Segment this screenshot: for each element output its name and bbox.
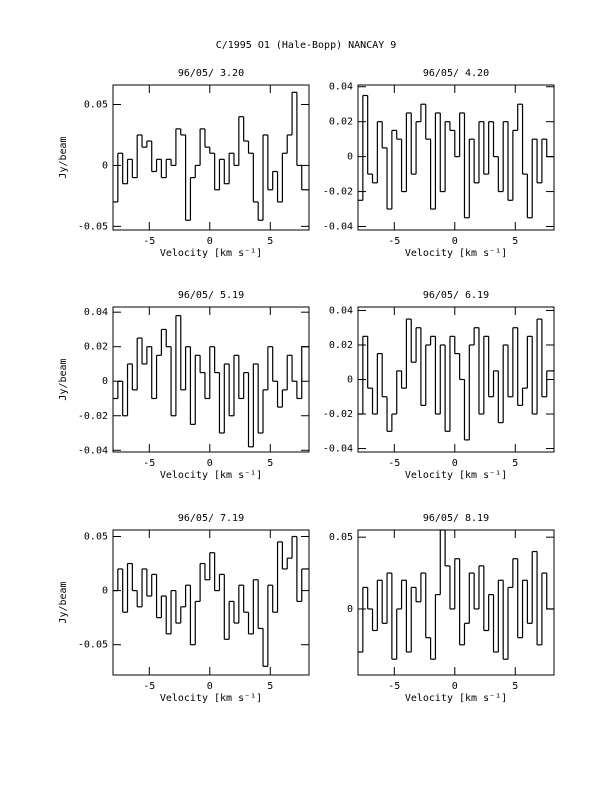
y-tick-label: 0.02 — [329, 340, 353, 351]
x-tick-label: 0 — [207, 236, 213, 247]
x-tick-label: 5 — [267, 681, 273, 692]
y-tick-label: -0.02 — [323, 187, 353, 198]
panel-title: 96/05/ 5.19 — [178, 290, 244, 301]
y-tick-label: 0 — [347, 375, 353, 386]
plot-frame — [357, 529, 555, 676]
y-tick-label: 0.04 — [84, 307, 108, 318]
x-tick-label: 0 — [452, 236, 458, 247]
y-tick-label: -0.04 — [78, 445, 108, 456]
y-tick-label: -0.04 — [323, 444, 353, 455]
y-tick-label: 0 — [102, 586, 108, 597]
y-tick-label: 0.05 — [84, 99, 108, 110]
x-axis-label: Velocity [km s⁻¹] — [405, 470, 507, 481]
x-tick-label: 5 — [267, 458, 273, 469]
y-axis-label: Jy/beam — [58, 136, 69, 178]
plot-frame — [112, 529, 310, 676]
x-tick-label: -5 — [143, 236, 155, 247]
x-tick-label: 0 — [207, 458, 213, 469]
x-tick-label: -5 — [388, 458, 400, 469]
x-axis-label: Velocity [km s⁻¹] — [160, 248, 262, 259]
x-tick-label: -5 — [143, 458, 155, 469]
x-tick-label: 5 — [267, 236, 273, 247]
y-tick-label: 0 — [347, 152, 353, 163]
x-tick-label: 5 — [512, 458, 518, 469]
y-axis-label: Jy/beam — [58, 581, 69, 623]
x-axis-label: Velocity [km s⁻¹] — [160, 693, 262, 704]
plot-frame — [112, 306, 310, 453]
x-tick-label: 0 — [452, 681, 458, 692]
y-tick-label: -0.05 — [78, 640, 108, 651]
y-tick-label: 0.04 — [329, 82, 353, 93]
y-tick-label: 0.05 — [329, 532, 353, 543]
x-axis-label: Velocity [km s⁻¹] — [405, 693, 507, 704]
y-axis-label: Jy/beam — [58, 358, 69, 400]
y-tick-label: 0 — [102, 376, 108, 387]
y-tick-label: -0.02 — [78, 411, 108, 422]
x-tick-label: -5 — [388, 236, 400, 247]
panel-title: 96/05/ 8.19 — [423, 513, 489, 524]
x-axis-label: Velocity [km s⁻¹] — [405, 248, 507, 259]
x-tick-label: 0 — [207, 681, 213, 692]
y-tick-label: -0.04 — [323, 222, 353, 233]
panel-title: 96/05/ 3.20 — [178, 68, 244, 79]
y-tick-label: -0.02 — [323, 409, 353, 420]
page-title: C/1995 O1 (Hale-Bopp) NANCAY 9 — [216, 40, 397, 51]
x-tick-label: 5 — [512, 681, 518, 692]
x-axis-label: Velocity [km s⁻¹] — [160, 470, 262, 481]
panel-title: 96/05/ 4.20 — [423, 68, 489, 79]
x-tick-label: 0 — [452, 458, 458, 469]
x-tick-label: -5 — [143, 681, 155, 692]
panel-title: 96/05/ 7.19 — [178, 513, 244, 524]
y-tick-label: 0.05 — [84, 531, 108, 542]
panel-title: 96/05/ 6.19 — [423, 290, 489, 301]
x-tick-label: 5 — [512, 236, 518, 247]
y-tick-label: 0.02 — [329, 117, 353, 128]
y-tick-label: -0.05 — [78, 221, 108, 232]
plot-frame — [357, 84, 555, 231]
x-tick-label: -5 — [388, 681, 400, 692]
y-tick-label: 0 — [102, 160, 108, 171]
y-tick-label: 0 — [347, 604, 353, 615]
y-tick-label: 0.04 — [329, 305, 353, 316]
y-tick-label: 0.02 — [84, 342, 108, 353]
plot-frame — [112, 84, 310, 231]
